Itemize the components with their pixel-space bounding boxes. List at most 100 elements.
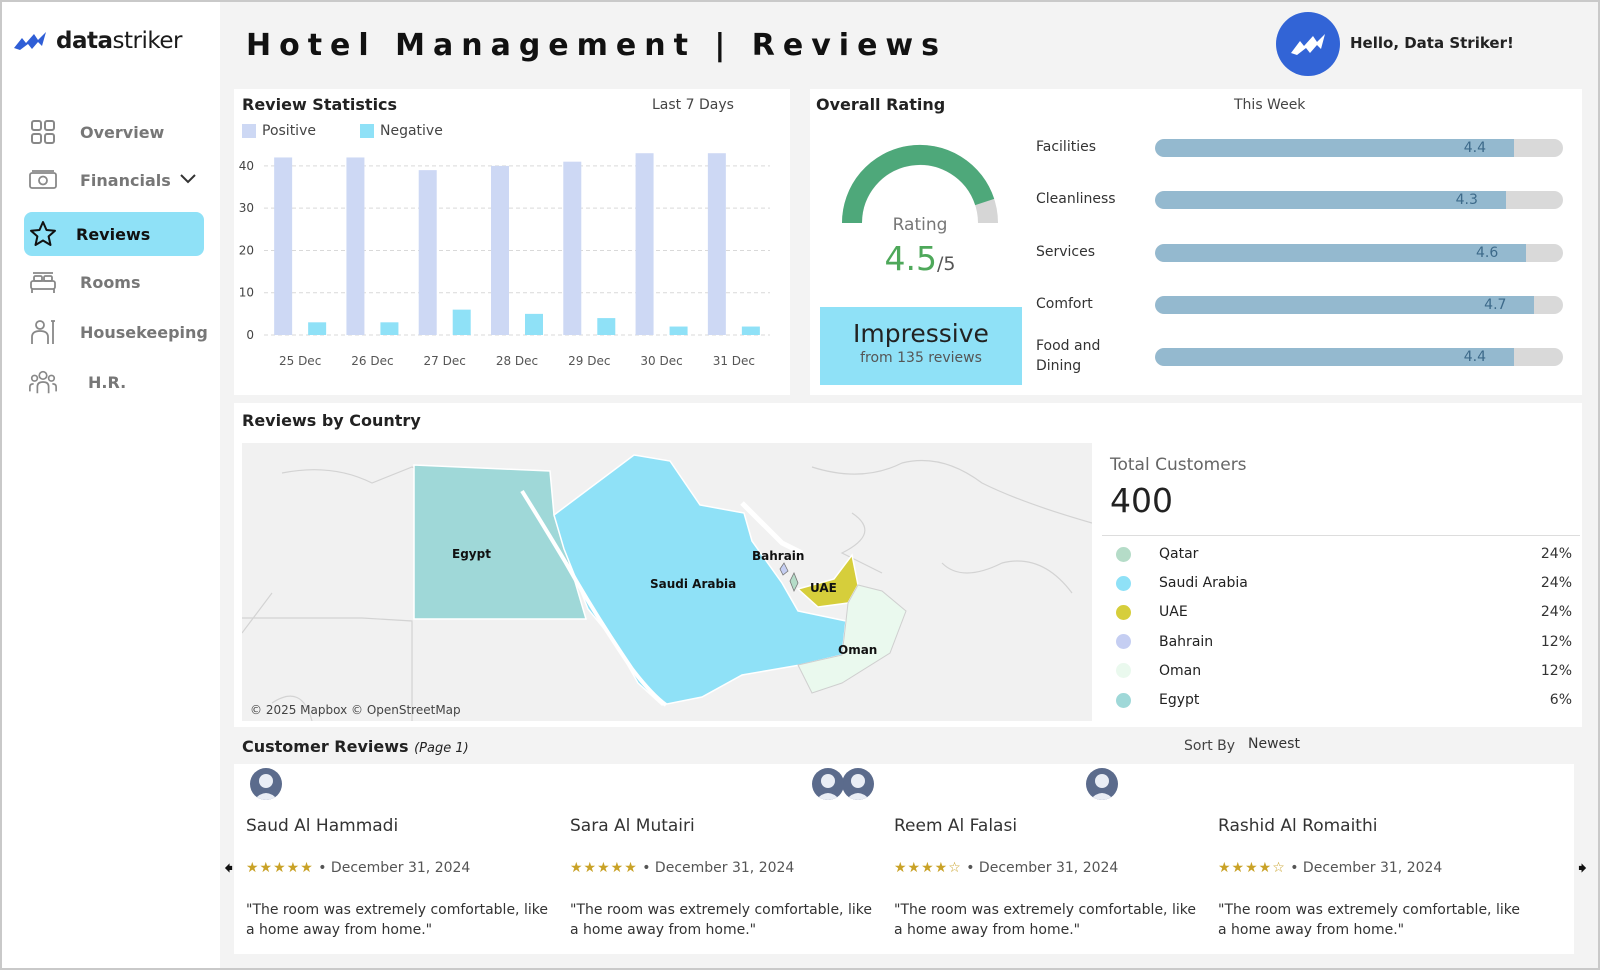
total-customers-value: 400 — [1110, 481, 1173, 520]
sidebar-item-housekeeping[interactable]: Housekeeping — [24, 310, 208, 354]
reviews-title: Customer Reviews (Page 1) — [242, 737, 469, 756]
period-label[interactable]: This Week — [1234, 97, 1306, 113]
sidebar-item-overview[interactable]: Overview — [24, 110, 204, 154]
people-icon — [28, 367, 58, 397]
category-value: 4.4 — [1463, 349, 1487, 365]
review-date: • December 31, 2024 — [642, 860, 795, 876]
sidebar: datastriker Overview Financials Reviews … — [2, 2, 220, 968]
page-title: Hotel Management | Reviews — [246, 28, 948, 63]
country-name: Bahrain — [1159, 633, 1214, 650]
country-row[interactable]: Bahrain 12% — [1116, 631, 1572, 653]
chevron-down-icon[interactable] — [178, 168, 198, 192]
bar-positive — [635, 153, 654, 335]
x-tick-label: 26 Dec — [351, 354, 393, 368]
sidebar-item-reviews[interactable]: Reviews — [24, 212, 204, 256]
review-date: • December 31, 2024 — [1290, 860, 1443, 876]
country-percent: 6% — [1549, 692, 1572, 708]
grid-icon — [28, 117, 58, 147]
map-label: Egypt — [452, 547, 491, 561]
bahrain-region — [779, 562, 789, 576]
reviews-by-country-card: Reviews by Country Egypt Saudi Arabia Ba… — [234, 403, 1582, 727]
avatar — [842, 768, 874, 800]
next-page-arrow-icon[interactable]: 🠺 — [1578, 858, 1588, 879]
country-row[interactable]: UAE 24% — [1116, 601, 1572, 623]
country-percent: 12% — [1540, 662, 1572, 679]
country-percent: 24% — [1540, 546, 1572, 562]
housekeeper-icon — [28, 317, 58, 347]
datastriker-logo-icon — [14, 32, 46, 50]
category-bar: 4.4 — [1155, 139, 1563, 157]
verdict-subtitle: from 135 reviews — [860, 350, 982, 366]
divider — [1102, 535, 1580, 536]
user-avatar[interactable] — [1276, 12, 1340, 76]
sidebar-item-hr[interactable]: H.R. — [24, 360, 204, 404]
country-color-dot — [1116, 604, 1131, 620]
review-date: • December 31, 2024 — [318, 860, 471, 876]
map-label: Saudi Arabia — [650, 577, 737, 591]
overall-rating-card: Overall Rating This Week Rating 4.5/5 Im… — [810, 89, 1582, 395]
logo-text: datastriker — [56, 28, 182, 54]
map-label: UAE — [810, 581, 837, 595]
country-color-dot — [1116, 663, 1131, 679]
star-icon — [28, 219, 58, 249]
review-card[interactable]: Saud Al Hammadi ★★★★★ • December 31, 202… — [234, 764, 554, 954]
oman-region — [797, 584, 907, 694]
category-label: Comfort — [1036, 296, 1093, 312]
bed-icon — [28, 267, 58, 297]
country-row[interactable]: Saudi Arabia 24% — [1116, 572, 1572, 594]
sidebar-item-label: Overview — [80, 122, 165, 142]
sidebar-item-rooms[interactable]: Rooms — [24, 260, 204, 304]
sidebar-item-label: Financials — [80, 170, 171, 190]
country-row[interactable]: Oman 12% — [1116, 660, 1572, 682]
period-label[interactable]: Last 7 Days — [652, 97, 734, 113]
country-percent: 12% — [1540, 633, 1572, 650]
sort-dropdown[interactable]: Newest — [1248, 736, 1300, 752]
x-tick-label: 27 Dec — [424, 354, 466, 368]
x-tick-label: 31 Dec — [713, 354, 755, 368]
avatar — [250, 768, 282, 800]
country-row[interactable]: Egypt 6% — [1116, 689, 1572, 711]
category-label: Food and Dining — [1036, 338, 1101, 374]
category-label: Cleanliness — [1036, 191, 1116, 207]
card-title: Reviews by Country — [242, 411, 421, 430]
legend-positive: Positive — [242, 123, 316, 139]
sidebar-item-financials[interactable]: Financials — [24, 158, 204, 202]
country-name: Egypt — [1159, 692, 1200, 708]
category-bar: 4.7 — [1155, 296, 1563, 314]
bar-negative — [669, 326, 688, 335]
bar-negative — [525, 313, 543, 335]
country-color-dot — [1116, 634, 1131, 650]
user-greeting: Hello, Data Striker! — [1350, 34, 1514, 52]
review-meta: ★★★★★ • December 31, 2024 — [570, 860, 794, 876]
y-tick-label: 40 — [239, 159, 254, 173]
y-tick-label: 10 — [239, 286, 254, 300]
egypt-region — [413, 464, 588, 620]
bar-negative — [380, 322, 399, 335]
reviewer-name: Saud Al Hammadi — [246, 816, 399, 836]
brand-logo[interactable]: datastriker — [12, 28, 182, 54]
category-bar: 4.4 — [1155, 348, 1563, 366]
review-card[interactable]: Rashid Al Romaithi ★★★★☆ • December 31, … — [1086, 764, 1526, 954]
country-color-dot — [1116, 692, 1131, 708]
bar-positive — [274, 157, 293, 335]
y-tick-label: 30 — [239, 201, 254, 215]
prev-page-arrow-icon[interactable]: 🠸 — [224, 858, 234, 879]
bar-negative — [308, 322, 327, 335]
map-credit: © 2025 Mapbox © OpenStreetMap — [250, 703, 461, 717]
review-card[interactable]: Reem Al Falasi ★★★★☆ • December 31, 2024… — [812, 764, 1202, 954]
country-row[interactable]: Qatar 24% — [1116, 543, 1572, 565]
review-card[interactable]: Sara Al Mutairi ★★★★★ • December 31, 202… — [558, 764, 878, 954]
bar-positive — [563, 161, 582, 335]
country-map[interactable]: Egypt Saudi Arabia Bahrain UAE Oman © 20… — [242, 443, 1092, 721]
review-statistics-card: Review Statistics Last 7 Days Positive N… — [234, 89, 790, 395]
datastriker-logo-icon — [1291, 34, 1325, 55]
bar-positive — [707, 153, 726, 335]
category-value: 4.4 — [1463, 140, 1487, 156]
rating-gauge — [842, 144, 998, 224]
x-tick-label: 25 Dec — [279, 354, 321, 368]
review-text: "The room was extremely comfortable, lik… — [570, 902, 872, 938]
sidebar-item-label: Reviews — [76, 224, 151, 244]
category-bar: 4.3 — [1155, 191, 1563, 209]
country-percent: 24% — [1540, 575, 1572, 592]
